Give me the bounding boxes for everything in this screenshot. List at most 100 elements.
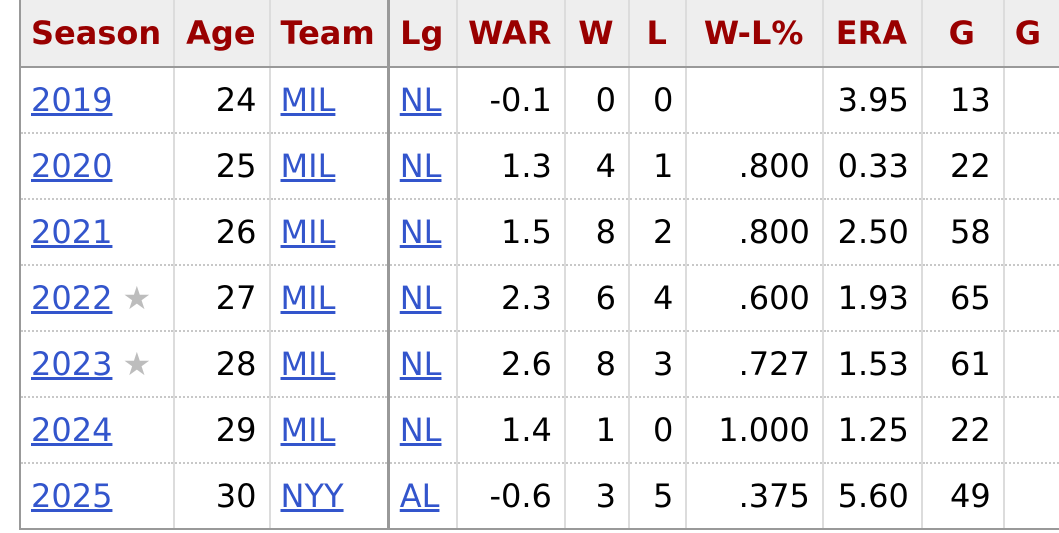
cell-team: MIL xyxy=(269,67,390,134)
cell-team: MIL xyxy=(269,331,390,398)
cell-gs xyxy=(1003,133,1059,200)
cell-season: 2020 xyxy=(18,133,176,200)
cell-season: 2024 xyxy=(18,397,176,464)
league-link[interactable]: NL xyxy=(399,147,442,185)
cell-g: 22 xyxy=(921,397,1005,464)
header-wl-pct[interactable]: W-L% xyxy=(686,0,824,68)
cell-l: 0 xyxy=(628,67,688,134)
all-star-icon: ★ xyxy=(122,279,152,317)
team-link[interactable]: MIL xyxy=(280,213,336,251)
league-link[interactable]: NL xyxy=(399,279,442,317)
season-link[interactable]: 2023 xyxy=(31,345,113,383)
season-link[interactable]: 2021 xyxy=(31,213,113,251)
header-team[interactable]: Team xyxy=(269,0,390,68)
season-link[interactable]: 2025 xyxy=(31,477,113,515)
cell-era: 2.50 xyxy=(822,199,923,266)
cell-war: -0.1 xyxy=(456,67,566,134)
cell-w: 8 xyxy=(564,331,630,398)
table-row: 2021 26 MIL NL 1.5 8 2.800 2.50 58 xyxy=(18,199,1059,266)
table-header-row: Season Age Team Lg WAR W L W-L% ERA G G xyxy=(18,0,1059,68)
header-war[interactable]: WAR xyxy=(456,0,566,68)
header-w[interactable]: W xyxy=(564,0,630,68)
pitching-stats-table: Season Age Team Lg WAR W L W-L% ERA G G … xyxy=(18,0,1059,530)
cell-wl-pct: .375 xyxy=(686,463,824,530)
cell-era: 1.53 xyxy=(822,331,923,398)
season-link[interactable]: 2022 xyxy=(31,279,113,317)
cell-age: 26 xyxy=(174,199,271,266)
cell-team: NYY xyxy=(269,463,390,530)
team-link[interactable]: NYY xyxy=(280,477,344,515)
cell-season: 2019 xyxy=(18,67,176,134)
cell-gs xyxy=(1003,331,1059,398)
cell-war: 1.4 xyxy=(456,397,566,464)
table-row: 2023 ★ 28 MIL NL 2.6 8 3.727 1.53 61 xyxy=(18,331,1059,398)
cell-g: 58 xyxy=(921,199,1005,266)
cell-wl-pct: 1.000 xyxy=(686,397,824,464)
cell-team: MIL xyxy=(269,199,390,266)
team-link[interactable]: MIL xyxy=(280,411,336,449)
league-link[interactable]: NL xyxy=(399,345,442,383)
cell-g: 13 xyxy=(921,67,1005,134)
table-row: 2025 30 NYY AL -0.6 3 5.375 5.60 49 xyxy=(18,463,1059,530)
cell-era: 1.25 xyxy=(822,397,923,464)
cell-war: 2.6 xyxy=(456,331,566,398)
cell-g: 49 xyxy=(921,463,1005,530)
team-link[interactable]: MIL xyxy=(280,147,336,185)
cell-l: 5 xyxy=(628,463,688,530)
cell-era: 0.33 xyxy=(822,133,923,200)
cell-lg: NL xyxy=(386,199,458,266)
header-l[interactable]: L xyxy=(628,0,688,68)
season-link[interactable]: 2019 xyxy=(31,81,113,119)
cell-age: 29 xyxy=(174,397,271,464)
cell-lg: NL xyxy=(386,397,458,464)
cell-war: 1.5 xyxy=(456,199,566,266)
cell-gs xyxy=(1003,67,1059,134)
table-row: 2019 24 MIL NL -0.1 0 0 3.95 13 xyxy=(18,67,1059,134)
cell-l: 3 xyxy=(628,331,688,398)
cell-g: 61 xyxy=(921,331,1005,398)
season-link[interactable]: 2020 xyxy=(31,147,113,185)
cell-wl-pct: .800 xyxy=(686,199,824,266)
cell-age: 24 xyxy=(174,67,271,134)
cell-age: 28 xyxy=(174,331,271,398)
cell-g: 65 xyxy=(921,265,1005,332)
cell-season: 2023 ★ xyxy=(18,331,176,398)
header-g[interactable]: G xyxy=(921,0,1005,68)
cell-age: 27 xyxy=(174,265,271,332)
cell-era: 1.93 xyxy=(822,265,923,332)
team-link[interactable]: MIL xyxy=(280,279,336,317)
cell-wl-pct: .727 xyxy=(686,331,824,398)
header-lg[interactable]: Lg xyxy=(386,0,458,68)
header-age[interactable]: Age xyxy=(174,0,271,68)
cell-l: 4 xyxy=(628,265,688,332)
cell-team: MIL xyxy=(269,265,390,332)
table-row: 2022 ★ 27 MIL NL 2.3 6 4.600 1.93 65 xyxy=(18,265,1059,332)
cell-g: 22 xyxy=(921,133,1005,200)
league-link[interactable]: NL xyxy=(399,81,442,119)
cell-l: 1 xyxy=(628,133,688,200)
cell-era: 3.95 xyxy=(822,67,923,134)
cell-wl-pct xyxy=(686,67,824,134)
season-link[interactable]: 2024 xyxy=(31,411,113,449)
cell-age: 30 xyxy=(174,463,271,530)
cell-gs xyxy=(1003,397,1059,464)
header-gs[interactable]: G xyxy=(1003,0,1059,68)
league-link[interactable]: AL xyxy=(399,477,440,515)
cell-era: 5.60 xyxy=(822,463,923,530)
cell-w: 4 xyxy=(564,133,630,200)
cell-lg: NL xyxy=(386,67,458,134)
cell-gs xyxy=(1003,199,1059,266)
league-link[interactable]: NL xyxy=(399,213,442,251)
team-link[interactable]: MIL xyxy=(280,345,336,383)
league-link[interactable]: NL xyxy=(399,411,442,449)
header-era[interactable]: ERA xyxy=(822,0,923,68)
team-link[interactable]: MIL xyxy=(280,81,336,119)
table-row: 2020 25 MIL NL 1.3 4 1.800 0.33 22 xyxy=(18,133,1059,200)
cell-season: 2022 ★ xyxy=(18,265,176,332)
cell-war: -0.6 xyxy=(456,463,566,530)
cell-wl-pct: .800 xyxy=(686,133,824,200)
header-season[interactable]: Season xyxy=(18,0,176,68)
cell-team: MIL xyxy=(269,133,390,200)
cell-l: 2 xyxy=(628,199,688,266)
